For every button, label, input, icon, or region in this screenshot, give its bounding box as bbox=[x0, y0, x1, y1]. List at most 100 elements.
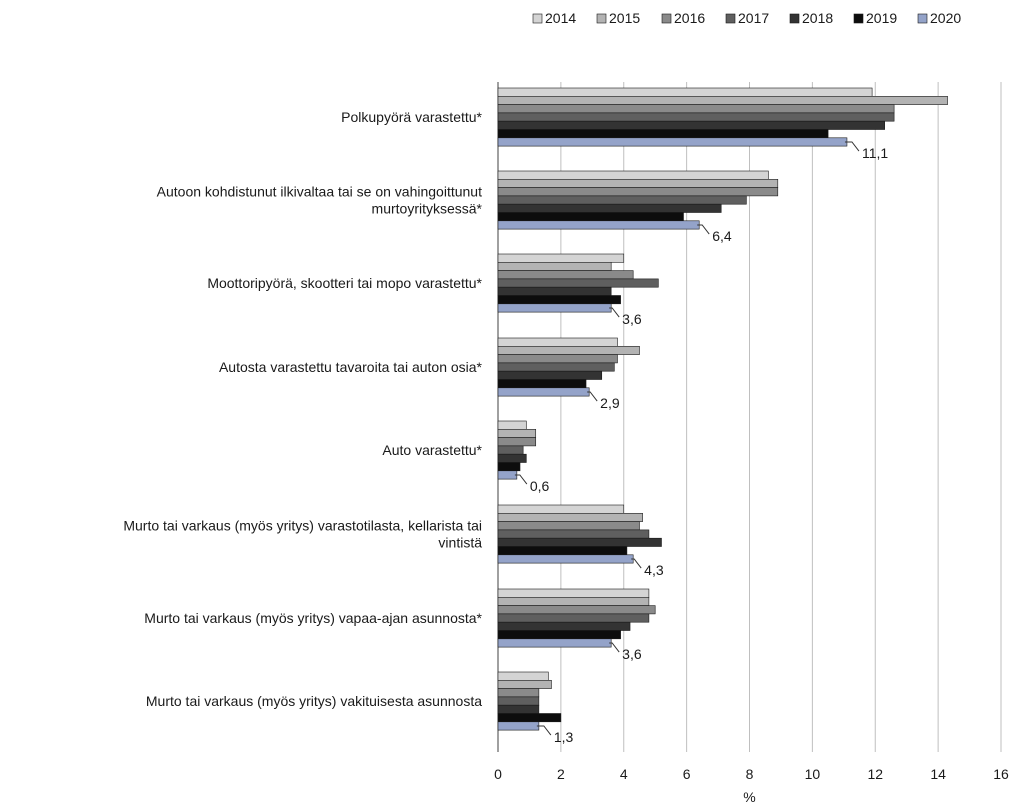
bar-2016-cat-5 bbox=[497, 437, 537, 447]
bar-2017-cat-2 bbox=[497, 195, 747, 205]
bar-2014-cat-2 bbox=[497, 170, 769, 180]
bar-2019-cat-4 bbox=[497, 379, 587, 389]
bar-2017-cat-8 bbox=[497, 696, 540, 706]
bar-2018-cat-7 bbox=[497, 621, 631, 631]
category-label: Polkupyörä varastettu* bbox=[341, 109, 482, 125]
data-label-2020: 11,1 bbox=[862, 145, 888, 161]
legend-label-2016: 2016 bbox=[674, 10, 705, 26]
bar-2016-cat-7 bbox=[497, 605, 656, 615]
bar-2017-cat-3 bbox=[497, 278, 659, 288]
bar-2016-cat-3 bbox=[497, 270, 634, 280]
category-label: murtoyrityksessä* bbox=[372, 201, 483, 217]
bar-2020-cat-3 bbox=[497, 303, 612, 313]
bar-2017-cat-7 bbox=[497, 613, 650, 623]
data-label-leader bbox=[844, 141, 860, 152]
data-label-2020: 3,6 bbox=[622, 646, 642, 662]
legend: 2014 2015 2016 2017 2018 2019 2020 bbox=[532, 10, 961, 26]
bar-2019-cat-2 bbox=[497, 212, 684, 222]
data-label-leader bbox=[536, 725, 552, 736]
category-label: Murto tai varkaus (myös yritys) vakituis… bbox=[146, 693, 482, 709]
bar-2015-cat-2 bbox=[497, 179, 779, 188]
bar-2020-cat-7 bbox=[497, 638, 612, 648]
data-labels: 11,1 6,4 3,6 2,9 0,6 4,3 3,6 1,3 bbox=[530, 145, 889, 745]
x-tick-label: 2 bbox=[557, 766, 565, 782]
bar-2020-cat-4 bbox=[497, 387, 590, 397]
x-tick-label: 4 bbox=[620, 766, 628, 782]
bar-2014-cat-6 bbox=[497, 504, 625, 514]
legend-swatch-2015 bbox=[596, 13, 607, 24]
bar-2017-cat-6 bbox=[497, 529, 650, 539]
bar-2016-cat-4 bbox=[497, 354, 618, 364]
bar-2016-cat-6 bbox=[497, 521, 640, 531]
bar-2016-cat-8 bbox=[497, 688, 540, 698]
category-label: Moottoripyörä, skootteri tai mopo varast… bbox=[207, 275, 482, 291]
x-tick-label: 12 bbox=[867, 766, 883, 782]
bar-2020-cat-2 bbox=[497, 220, 700, 230]
bar-2015-cat-6 bbox=[497, 512, 643, 522]
data-label-2020: 6,4 bbox=[712, 228, 732, 244]
bar-2014-cat-1 bbox=[497, 87, 873, 97]
legend-label-2019: 2019 bbox=[866, 10, 897, 26]
category-label: Murto tai varkaus (myös yritys) vapaa-aj… bbox=[144, 610, 482, 626]
legend-swatch-2014 bbox=[532, 13, 543, 24]
bar-2016-cat-1 bbox=[497, 104, 895, 114]
category-label: Autoon kohdistunut ilkivaltaa tai se on … bbox=[157, 184, 482, 200]
bars bbox=[497, 87, 948, 731]
data-label-2020: 2,9 bbox=[600, 395, 620, 411]
x-tick-label: 14 bbox=[930, 766, 946, 782]
bar-2018-cat-6 bbox=[497, 537, 662, 547]
data-label-2020: 0,6 bbox=[530, 478, 550, 494]
bar-2014-cat-4 bbox=[497, 337, 618, 347]
legend-swatch-2017 bbox=[725, 13, 736, 24]
legend-label-2014: 2014 bbox=[545, 10, 576, 26]
bar-2015-cat-1 bbox=[497, 96, 948, 105]
data-label-2020: 1,3 bbox=[554, 729, 574, 745]
bar-2019-cat-8 bbox=[497, 713, 562, 723]
category-label: Murto tai varkaus (myös yritys) varastot… bbox=[123, 518, 482, 534]
x-axis-title: % bbox=[743, 789, 755, 805]
bar-2014-cat-7 bbox=[497, 588, 650, 598]
x-tick-label: 10 bbox=[805, 766, 821, 782]
bar-2020-cat-6 bbox=[497, 554, 634, 564]
bar-2019-cat-5 bbox=[497, 462, 521, 472]
bar-2019-cat-1 bbox=[497, 129, 829, 139]
data-label-leader bbox=[609, 642, 620, 653]
bar-2019-cat-6 bbox=[497, 546, 628, 556]
data-label-leader bbox=[587, 391, 598, 402]
bar-2020-cat-1 bbox=[497, 137, 848, 147]
data-label-leaders bbox=[514, 141, 860, 736]
bar-2018-cat-8 bbox=[497, 704, 540, 714]
x-tick-label: 16 bbox=[993, 766, 1009, 782]
x-tick-label: 0 bbox=[494, 766, 502, 782]
data-label-leader bbox=[514, 474, 528, 485]
data-label-2020: 4,3 bbox=[644, 562, 664, 578]
x-axis-ticks: 0 2 4 6 8 10 12 14 16 bbox=[494, 766, 1009, 782]
data-label-leader bbox=[609, 307, 620, 318]
bar-2017-cat-5 bbox=[497, 445, 524, 455]
data-label-2020: 3,6 bbox=[622, 311, 642, 327]
bar-2015-cat-3 bbox=[497, 261, 612, 271]
legend-label-2020: 2020 bbox=[930, 10, 961, 26]
bar-2016-cat-2 bbox=[497, 187, 779, 197]
legend-label-2018: 2018 bbox=[802, 10, 833, 26]
category-label: vintistä bbox=[438, 535, 482, 551]
category-labels: Polkupyörä varastettu* Autoon kohdistunut… bbox=[123, 109, 482, 709]
bar-2018-cat-3 bbox=[497, 286, 612, 296]
legend-swatch-2020 bbox=[917, 13, 928, 24]
bar-2020-cat-8 bbox=[497, 721, 540, 731]
bar-2014-cat-8 bbox=[497, 671, 549, 681]
category-label: Auto varastettu* bbox=[382, 442, 482, 458]
bar-2018-cat-1 bbox=[497, 120, 885, 130]
legend-swatch-2016 bbox=[661, 13, 672, 24]
bar-2017-cat-4 bbox=[497, 362, 615, 372]
bar-2014-cat-3 bbox=[497, 253, 625, 263]
bar-2015-cat-7 bbox=[497, 596, 650, 606]
bar-2018-cat-5 bbox=[497, 453, 527, 463]
x-tick-label: 8 bbox=[746, 766, 754, 782]
bar-2019-cat-7 bbox=[497, 630, 621, 640]
legend-swatch-2019 bbox=[853, 13, 864, 24]
bar-2019-cat-3 bbox=[497, 295, 621, 305]
bar-2015-cat-8 bbox=[497, 679, 552, 689]
legend-swatch-2018 bbox=[789, 13, 800, 24]
bar-2018-cat-2 bbox=[497, 203, 722, 213]
